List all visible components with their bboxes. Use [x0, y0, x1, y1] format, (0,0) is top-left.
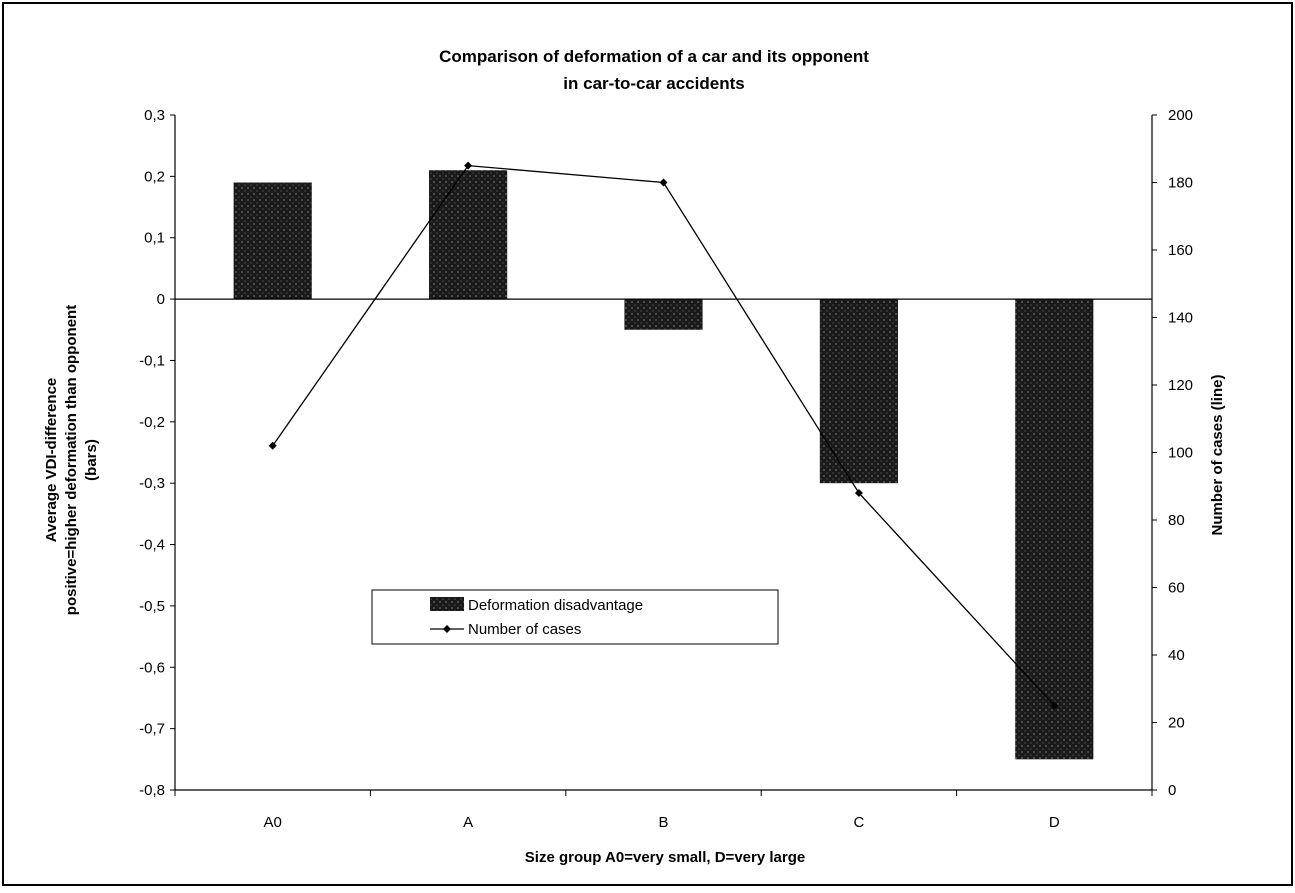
plot-layer: 0,3 0,2 0,1 0 -0,1 -0,2 -0,3 -0,4 -0,5 -0,6 -0,7 -0… [139, 107, 1193, 831]
left-tick-label: -0,6 [139, 659, 165, 676]
x-tick-label: A [463, 814, 473, 831]
left-axis-label: Average VDI-difference positive=higher d… [43, 305, 100, 615]
right-axis-label: Number of cases (line) [1209, 375, 1226, 536]
cases-point-A0 [268, 441, 277, 450]
right-tick-label: 0 [1168, 782, 1176, 799]
right-tick-label: 200 [1168, 107, 1193, 124]
left-tick-label: -0,2 [139, 414, 165, 431]
cases-point-C [854, 489, 863, 497]
legend-swatch-bars [430, 597, 464, 611]
left-tick-label: 0,2 [144, 168, 165, 185]
chart-subtitle: in car-to-car accidents [563, 74, 744, 93]
x-axis-label: Size group A0=very small, D=very large [525, 849, 805, 866]
x-tick-label: C [853, 814, 864, 831]
left-tick-label: -0,3 [139, 475, 165, 492]
x-tick-label: D [1049, 814, 1060, 831]
right-tick-label: 140 [1168, 310, 1193, 327]
left-tick-label: -0,4 [139, 537, 165, 554]
left-tick-label: -0,7 [139, 721, 165, 738]
bar-A0 [233, 182, 312, 300]
chart-title: Comparison of deformation of a car and i… [439, 47, 869, 66]
legend: Deformation disadvantage Number of cases [371, 589, 779, 645]
left-tick-label: 0,1 [144, 230, 165, 247]
right-tick-label: 160 [1168, 242, 1193, 259]
legend-label-line: Number of cases [468, 621, 581, 638]
right-tick-label: 20 [1168, 715, 1185, 732]
left-tick-label: 0 [157, 291, 165, 308]
cases-point-A [464, 161, 473, 170]
bar-B [624, 299, 703, 330]
bar-D [1015, 299, 1094, 760]
x-tick-label: A0 [264, 814, 282, 831]
y-axis-label-line-1: Average VDI-difference [43, 378, 60, 543]
right-tick-label: 60 [1168, 580, 1185, 597]
cases-point-B [659, 178, 668, 187]
y-axis-label-line-2: positive=higher deformation than opponen… [63, 305, 80, 615]
left-tick-label: -0,5 [139, 598, 165, 615]
left-tick-label: 0,3 [144, 107, 165, 124]
legend-label-bars: Deformation disadvantage [468, 597, 643, 614]
bar-C [819, 299, 898, 484]
cases-point-D [1050, 701, 1059, 710]
right-tick-label: 100 [1168, 445, 1193, 462]
right-tick-label: 180 [1168, 175, 1193, 192]
right-tick-label: 40 [1168, 647, 1185, 664]
y-axis-label-line-3: (bars) [83, 439, 100, 481]
bar-A [429, 170, 508, 300]
left-tick-label: -0,8 [139, 782, 165, 799]
right-tick-label: 120 [1168, 377, 1193, 394]
right-tick-label: 80 [1168, 512, 1185, 529]
x-tick-label: B [658, 814, 668, 831]
legend-marker-line [443, 625, 451, 633]
left-tick-label: -0,1 [139, 352, 165, 369]
